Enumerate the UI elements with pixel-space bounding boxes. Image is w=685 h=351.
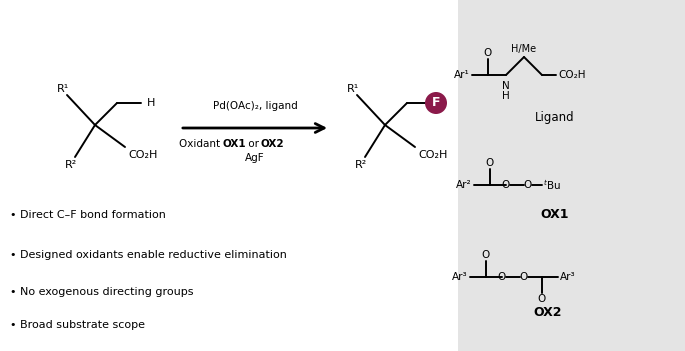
Text: CO₂H: CO₂H <box>418 150 447 160</box>
Text: O: O <box>486 158 494 168</box>
Text: • Direct C–F bond formation: • Direct C–F bond formation <box>10 210 166 220</box>
Text: O: O <box>502 180 510 190</box>
Text: or: or <box>245 139 262 149</box>
Text: O: O <box>538 294 546 304</box>
Text: • Designed oxidants enable reductive elimination: • Designed oxidants enable reductive eli… <box>10 250 287 260</box>
Circle shape <box>425 92 447 114</box>
Text: CO₂H: CO₂H <box>128 150 158 160</box>
Text: • Broad substrate scope: • Broad substrate scope <box>10 320 145 330</box>
Text: F: F <box>432 97 440 110</box>
Text: OX1: OX1 <box>223 139 247 149</box>
Text: Ar³: Ar³ <box>560 272 575 282</box>
Text: R¹: R¹ <box>347 84 359 94</box>
Text: R²: R² <box>355 160 367 170</box>
Text: Ar¹: Ar¹ <box>454 70 470 80</box>
Text: OX2: OX2 <box>534 306 562 319</box>
Text: O: O <box>520 272 528 282</box>
Text: $^t$Bu: $^t$Bu <box>543 178 561 192</box>
Text: Oxidant: Oxidant <box>179 139 223 149</box>
Text: Ligand: Ligand <box>535 112 575 125</box>
Text: • No exogenous directing groups: • No exogenous directing groups <box>10 287 193 297</box>
Text: H: H <box>502 91 510 101</box>
Text: H/Me: H/Me <box>512 44 536 54</box>
Text: N: N <box>502 81 510 91</box>
Text: AgF: AgF <box>245 153 265 163</box>
Text: CO₂H: CO₂H <box>558 70 586 80</box>
Text: Ar²: Ar² <box>456 180 472 190</box>
Bar <box>458 0 685 351</box>
Text: O: O <box>524 180 532 190</box>
Text: Pd(OAc)₂, ligand: Pd(OAc)₂, ligand <box>212 101 297 111</box>
Text: OX1: OX1 <box>540 208 569 221</box>
Text: O: O <box>498 272 506 282</box>
Text: O: O <box>484 48 492 58</box>
Text: Ar³: Ar³ <box>452 272 468 282</box>
Text: O: O <box>482 250 490 260</box>
Text: R²: R² <box>65 160 77 170</box>
Text: R¹: R¹ <box>57 84 69 94</box>
Text: H: H <box>147 98 155 108</box>
Text: OX2: OX2 <box>261 139 285 149</box>
